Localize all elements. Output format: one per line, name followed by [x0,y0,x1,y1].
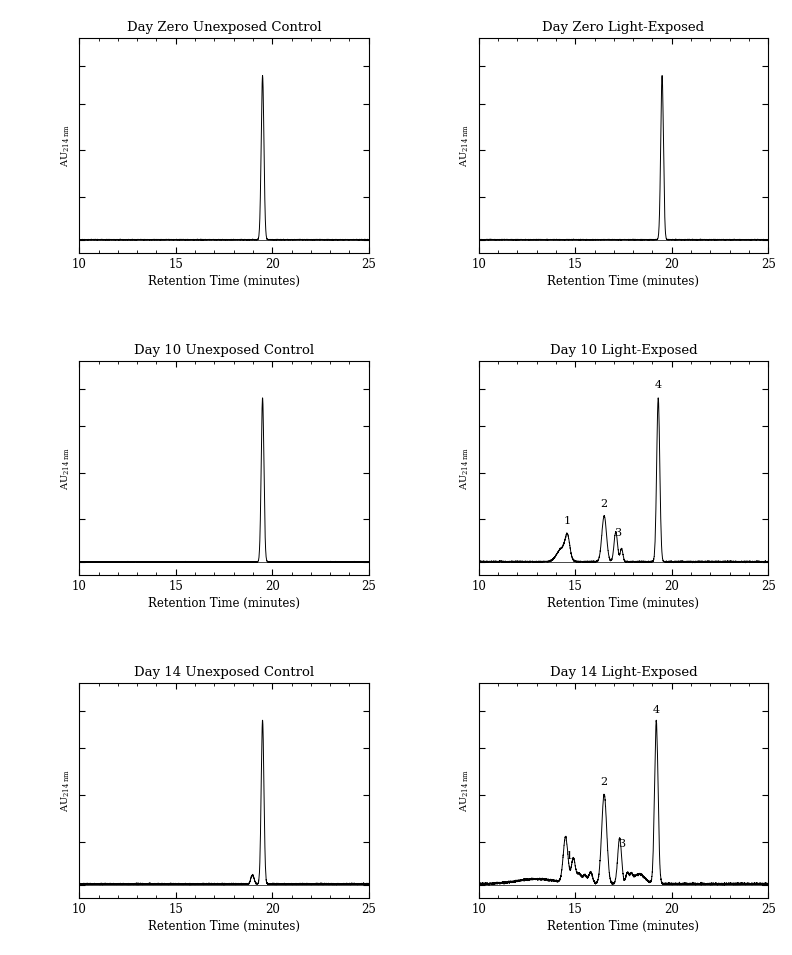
Y-axis label: $\mathrm{AU}_{214\ \mathrm{nm}}$: $\mathrm{AU}_{214\ \mathrm{nm}}$ [459,124,471,167]
Text: 4: 4 [655,380,662,391]
Title: Day 10 Unexposed Control: Day 10 Unexposed Control [134,344,314,356]
Y-axis label: $\mathrm{AU}_{214\ \mathrm{nm}}$: $\mathrm{AU}_{214\ \mathrm{nm}}$ [459,446,471,490]
Y-axis label: $\mathrm{AU}_{214\ \mathrm{nm}}$: $\mathrm{AU}_{214\ \mathrm{nm}}$ [59,769,71,812]
Title: Day Zero Unexposed Control: Day Zero Unexposed Control [127,21,322,34]
Y-axis label: $\mathrm{AU}_{214\ \mathrm{nm}}$: $\mathrm{AU}_{214\ \mathrm{nm}}$ [59,446,71,490]
Text: 2: 2 [600,499,607,509]
Text: 1: 1 [564,516,571,526]
Title: Day 14 Unexposed Control: Day 14 Unexposed Control [134,666,314,679]
Title: Day 14 Light-Exposed: Day 14 Light-Exposed [550,666,697,679]
X-axis label: Retention Time (minutes): Retention Time (minutes) [547,920,699,933]
Y-axis label: $\mathrm{AU}_{214\ \mathrm{nm}}$: $\mathrm{AU}_{214\ \mathrm{nm}}$ [459,769,471,812]
X-axis label: Retention Time (minutes): Retention Time (minutes) [547,598,699,610]
X-axis label: Retention Time (minutes): Retention Time (minutes) [148,920,300,933]
X-axis label: Retention Time (minutes): Retention Time (minutes) [547,275,699,288]
Text: 1: 1 [565,851,573,861]
Text: 2: 2 [600,777,607,787]
X-axis label: Retention Time (minutes): Retention Time (minutes) [148,598,300,610]
Title: Day Zero Light-Exposed: Day Zero Light-Exposed [543,21,705,34]
Y-axis label: $\mathrm{AU}_{214\ \mathrm{nm}}$: $\mathrm{AU}_{214\ \mathrm{nm}}$ [59,124,71,167]
Text: 4: 4 [653,705,660,714]
Title: Day 10 Light-Exposed: Day 10 Light-Exposed [550,344,697,356]
Text: 3: 3 [618,839,625,849]
X-axis label: Retention Time (minutes): Retention Time (minutes) [148,275,300,288]
Text: 3: 3 [614,528,621,539]
